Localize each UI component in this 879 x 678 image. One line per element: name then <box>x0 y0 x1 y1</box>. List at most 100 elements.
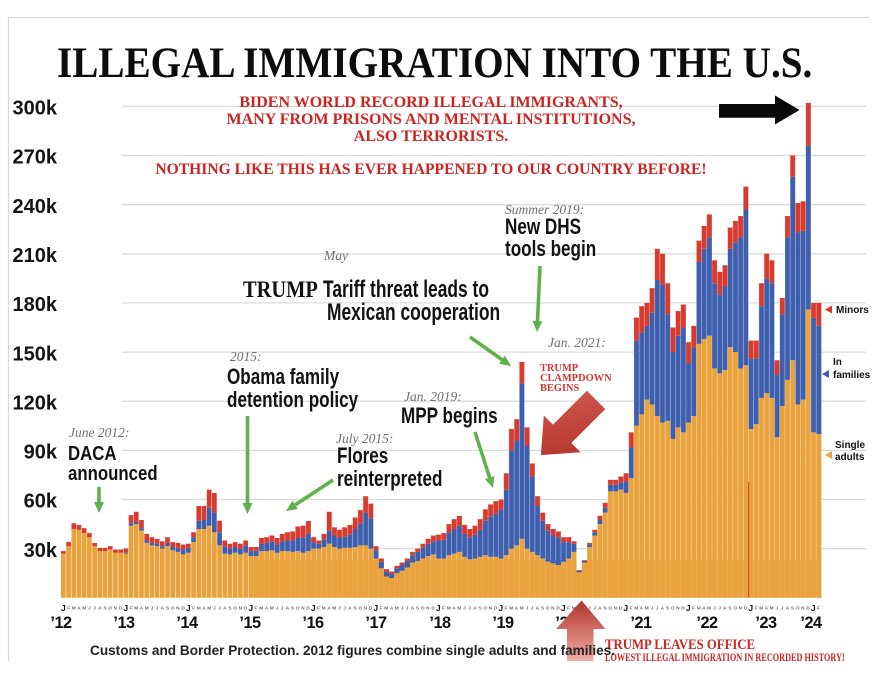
svg-text:N: N <box>301 606 305 612</box>
svg-text:O: O <box>421 606 425 612</box>
svg-text:N: N <box>239 606 243 612</box>
svg-text:N: N <box>614 606 618 612</box>
svg-text:30k: 30k <box>24 540 58 562</box>
svg-text:J: J <box>713 606 716 612</box>
svg-text:J: J <box>686 603 691 613</box>
svg-text:A: A <box>640 606 644 612</box>
svg-text:270k: 270k <box>13 147 58 169</box>
svg-text:J: J <box>248 603 253 613</box>
svg-text:J: J <box>463 606 466 612</box>
svg-text:M: M <box>707 606 711 612</box>
svg-text:M: M <box>207 606 211 612</box>
svg-text:A: A <box>515 606 519 612</box>
svg-text:J: J <box>593 606 596 612</box>
svg-text:M: M <box>645 606 649 612</box>
svg-text:’21: ’21 <box>630 614 652 632</box>
svg-text:D: D <box>306 606 310 612</box>
svg-text:J: J <box>656 606 659 612</box>
svg-text:F: F <box>130 606 133 612</box>
svg-text:D: D <box>181 606 185 612</box>
svg-text:D: D <box>244 606 248 612</box>
svg-text:J: J <box>526 606 529 612</box>
svg-text:J: J <box>218 606 221 612</box>
svg-text:’12: ’12 <box>50 614 72 632</box>
svg-text:O: O <box>296 606 300 612</box>
svg-text:F: F <box>630 606 633 612</box>
svg-text:J: J <box>718 606 721 612</box>
svg-text:180k: 180k <box>13 294 58 316</box>
svg-text:S: S <box>728 606 732 612</box>
svg-text:F: F <box>567 606 570 612</box>
svg-text:A: A <box>98 606 102 612</box>
svg-text:S: S <box>666 606 670 612</box>
svg-text:M: M <box>197 606 201 612</box>
svg-text:D: D <box>369 606 373 612</box>
svg-text:A: A <box>536 606 540 612</box>
svg-text:J: J <box>338 606 341 612</box>
svg-text:A: A <box>411 606 415 612</box>
svg-text:J: J <box>61 603 66 613</box>
svg-text:90k: 90k <box>24 442 58 464</box>
svg-text:F: F <box>442 606 445 612</box>
svg-text:J: J <box>468 606 471 612</box>
svg-text:S: S <box>228 606 232 612</box>
svg-text:A: A <box>661 606 665 612</box>
svg-text:A: A <box>390 606 394 612</box>
svg-text:J: J <box>775 606 778 612</box>
svg-text:O: O <box>483 606 487 612</box>
svg-text:J: J <box>748 603 753 613</box>
svg-text:N: N <box>801 606 805 612</box>
svg-text:O: O <box>171 606 175 612</box>
svg-text:M: M <box>634 606 638 612</box>
svg-text:300k: 300k <box>13 98 58 120</box>
svg-text:S: S <box>416 606 420 612</box>
svg-text:A: A <box>452 606 456 612</box>
svg-text:A: A <box>702 606 706 612</box>
svg-text:S: S <box>791 606 795 612</box>
svg-text:J: J <box>561 603 566 613</box>
svg-text:J: J <box>88 606 91 612</box>
svg-text:N: N <box>364 606 368 612</box>
svg-text:J: J <box>623 603 628 613</box>
svg-text:N: N <box>551 606 555 612</box>
svg-text:O: O <box>671 606 675 612</box>
svg-text:S: S <box>603 606 607 612</box>
svg-text:M: M <box>457 606 461 612</box>
svg-text:J: J <box>651 606 654 612</box>
svg-text:M: M <box>770 606 774 612</box>
svg-text:J: J <box>123 603 128 613</box>
svg-text:M: M <box>384 606 388 612</box>
svg-text:D: D <box>119 606 123 612</box>
svg-text:J: J <box>436 603 441 613</box>
svg-text:A: A <box>765 606 769 612</box>
svg-text:120k: 120k <box>13 392 58 414</box>
svg-text:J: J <box>311 603 316 613</box>
svg-text:J: J <box>156 606 159 612</box>
svg-text:S: S <box>166 606 170 612</box>
svg-text:J: J <box>343 606 346 612</box>
svg-text:’16: ’16 <box>302 614 324 632</box>
svg-text:A: A <box>327 606 331 612</box>
svg-text:A: A <box>786 606 790 612</box>
svg-text:S: S <box>541 606 545 612</box>
svg-text:A: A <box>286 606 290 612</box>
svg-text:A: A <box>223 606 227 612</box>
svg-text:J: J <box>213 606 216 612</box>
svg-text:M: M <box>509 606 513 612</box>
svg-text:A: A <box>473 606 477 612</box>
svg-text:D: D <box>494 606 498 612</box>
svg-text:F: F <box>67 606 70 612</box>
svg-text:M: M <box>145 606 149 612</box>
svg-text:J: J <box>373 603 378 613</box>
svg-text:D: D <box>619 606 623 612</box>
svg-text:J: J <box>588 606 591 612</box>
svg-text:F: F <box>817 606 820 612</box>
svg-text:’18: ’18 <box>429 614 451 632</box>
svg-text:A: A <box>161 606 165 612</box>
svg-text:O: O <box>546 606 550 612</box>
svg-text:M: M <box>72 606 76 612</box>
svg-text:O: O <box>358 606 362 612</box>
svg-text:J: J <box>93 606 96 612</box>
svg-text:J: J <box>531 606 534 612</box>
svg-text:’19: ’19 <box>492 614 514 632</box>
